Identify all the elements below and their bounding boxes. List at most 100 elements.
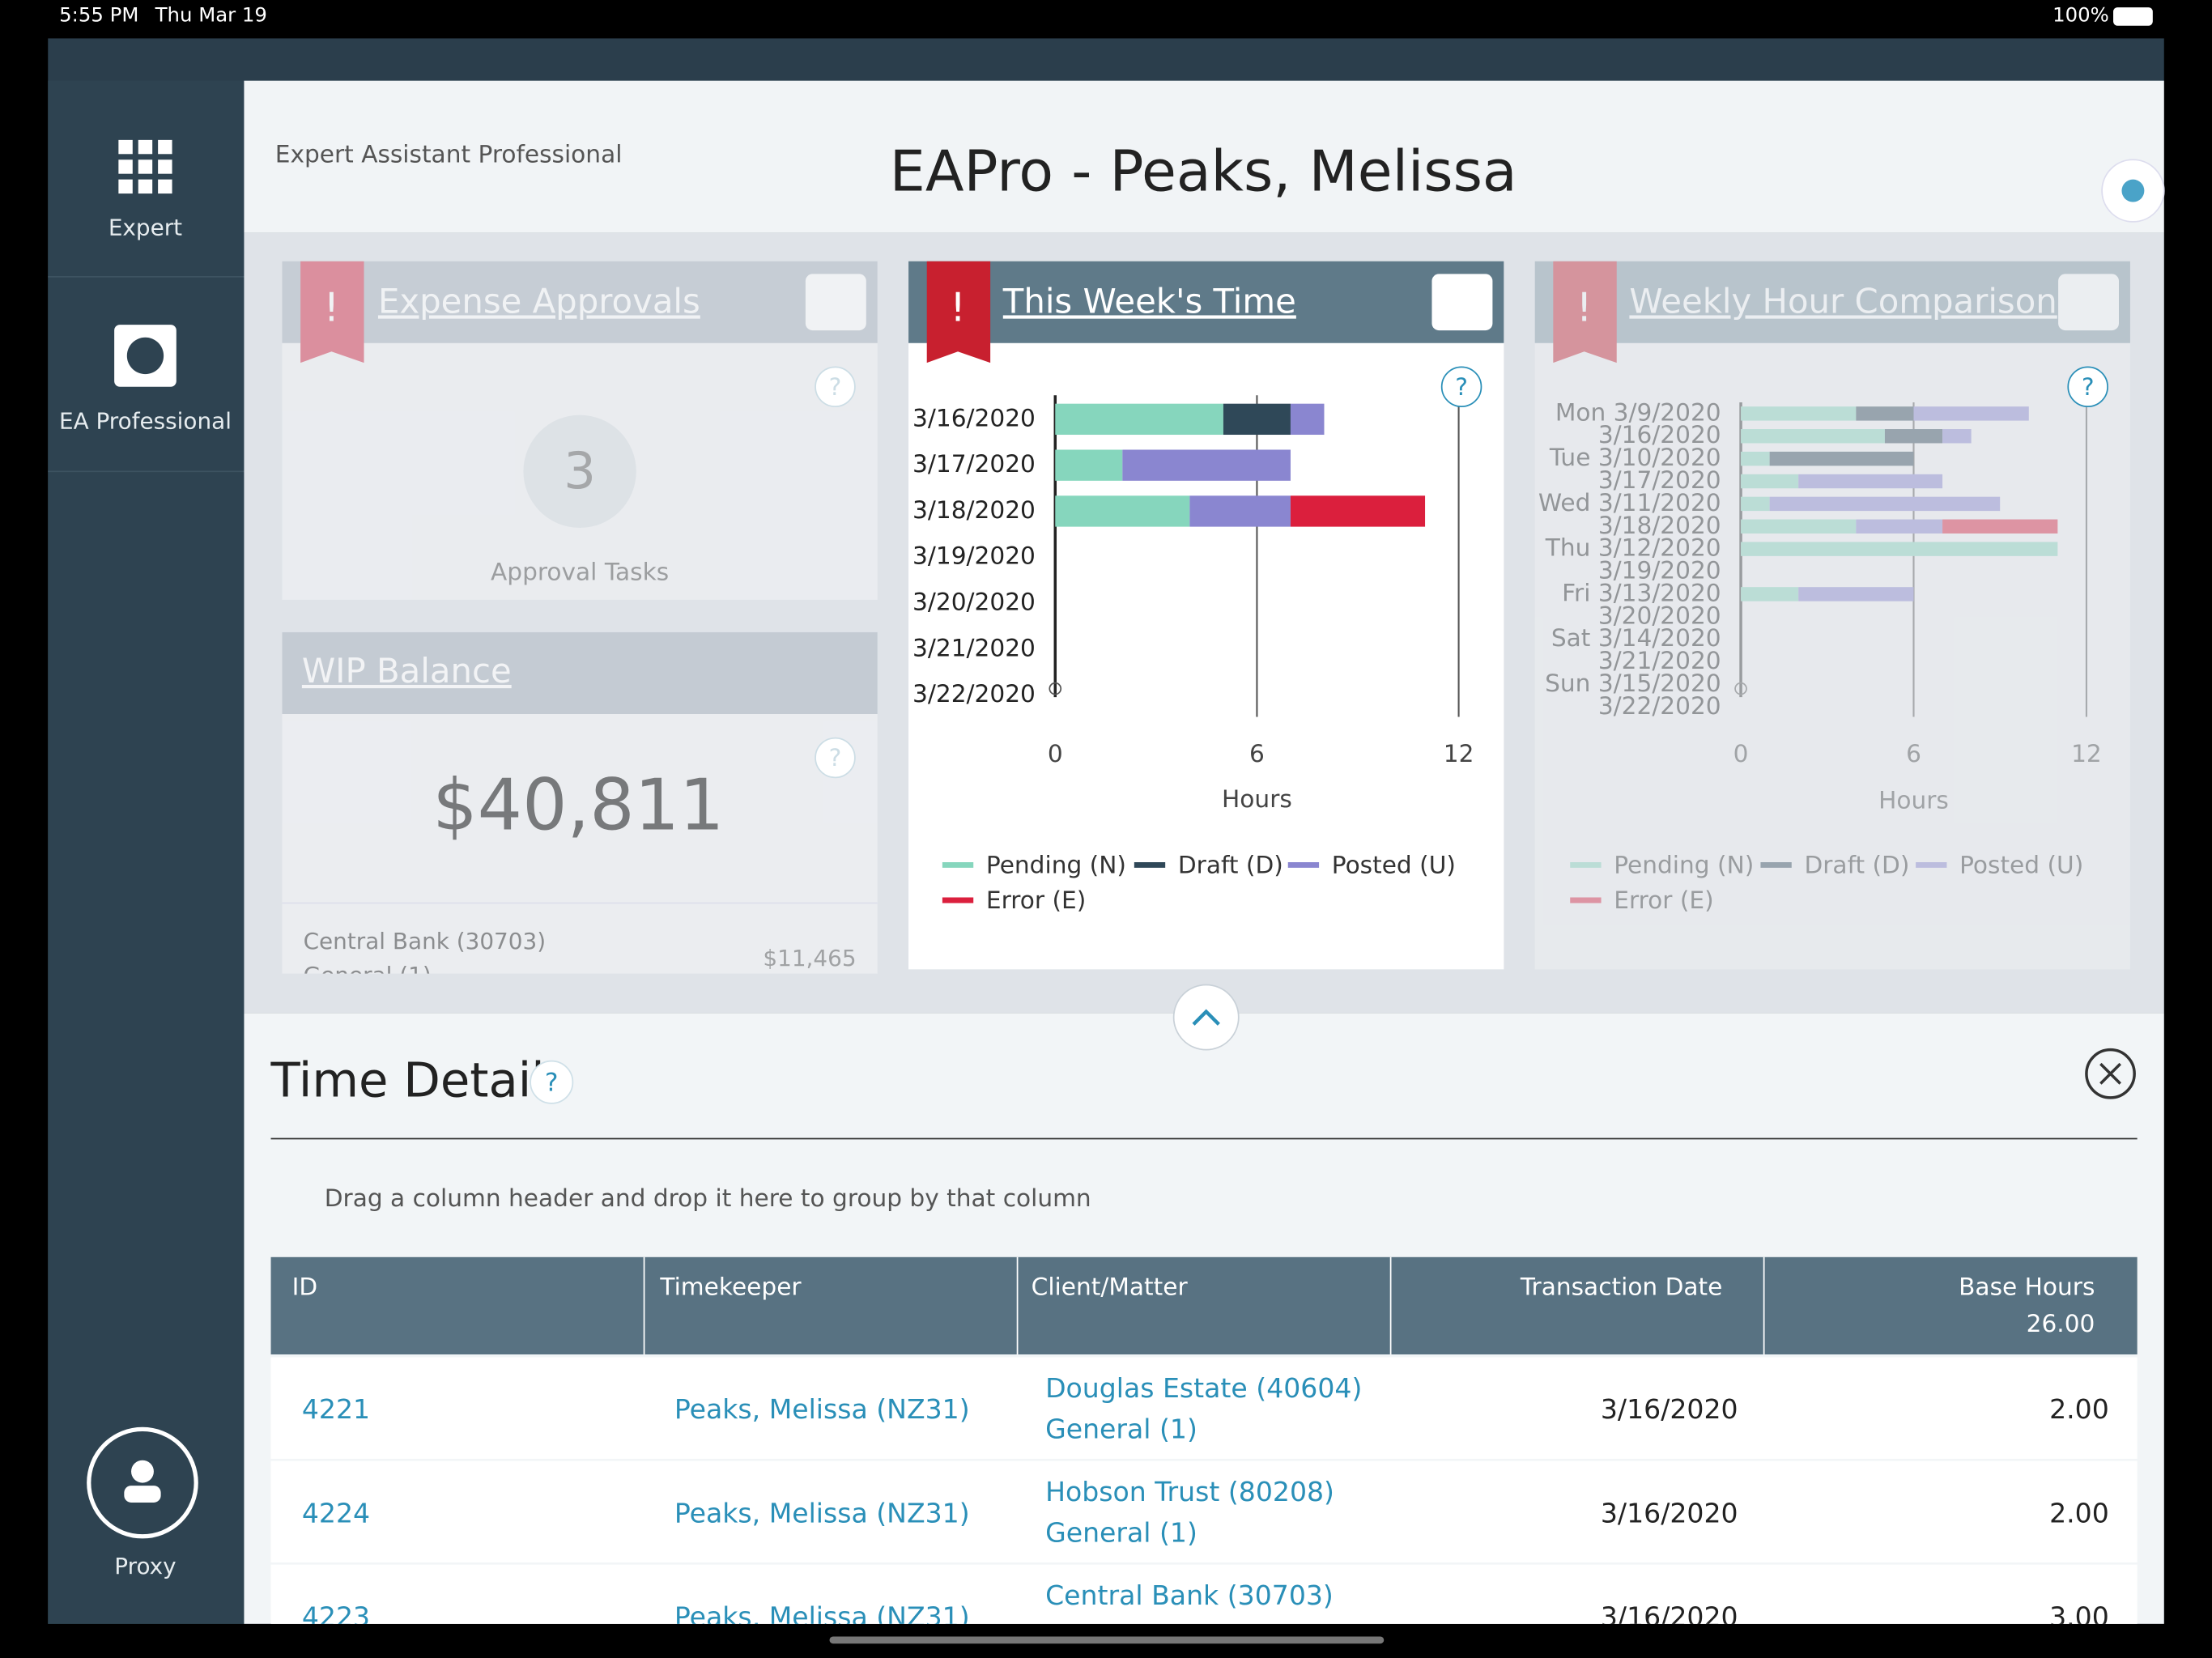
legend-label: Pending (N) — [986, 852, 1126, 879]
proxy-icon — [124, 1486, 161, 1503]
x-axis-label: Hours — [1222, 785, 1292, 813]
card-title[interactable]: WIP Balance — [302, 651, 512, 691]
axis-end — [1049, 682, 1062, 695]
weekly-comparison-card: ! Weekly Hour Comparison 0 6 12 Hours Mon 3/… — [1534, 261, 2130, 970]
table-cell[interactable]: 4221 — [302, 1393, 370, 1425]
sidebar-item[interactable]: EA Professional — [59, 407, 232, 434]
x-axis-label: Hours — [1878, 787, 1949, 814]
count-badge — [523, 414, 636, 529]
client-matter[interactable]: General (1) — [1045, 1517, 1197, 1549]
card — [908, 261, 1504, 970]
legend-label: Error (E) — [986, 886, 1086, 914]
bar-segment — [1122, 449, 1291, 481]
y-tick-label: Sat 3/14/2020 — [1551, 624, 1721, 652]
y-tick-label: Fri 3/13/2020 — [1562, 579, 1721, 606]
legend-label: Draft (D) — [1804, 852, 1909, 879]
column-header[interactable]: ID — [292, 1273, 318, 1301]
close-button[interactable] — [2085, 1048, 2136, 1099]
help-button[interactable] — [815, 366, 856, 408]
y-tick-label: 3/17/2020 — [1598, 466, 1721, 494]
help-button[interactable] — [530, 1060, 574, 1104]
table-cell[interactable]: 4223 — [302, 1601, 370, 1632]
help-icon: ? — [829, 373, 842, 401]
table-cell[interactable]: Peaks, Melissa (NZ31) — [674, 1393, 970, 1425]
y-tick-label: 3/19/2020 — [1598, 557, 1721, 585]
table-cell[interactable]: Peaks, Melissa (NZ31) — [674, 1601, 970, 1632]
status-battery: 100% — [2052, 3, 2109, 27]
bar-segment — [1884, 429, 1943, 444]
proxy-label[interactable]: Proxy — [114, 1553, 176, 1579]
client-matter[interactable]: General (1) — [1045, 1621, 1197, 1652]
alert-icon: ! — [950, 285, 966, 331]
proxy-button[interactable] — [87, 1426, 198, 1539]
card-header — [908, 261, 1504, 343]
bar-segment — [1055, 403, 1223, 436]
bar-segment — [1741, 519, 1857, 534]
card-header — [282, 631, 878, 714]
y-tick-label: Mon 3/9/2020 — [1555, 398, 1721, 426]
table-cell: 3.00 — [2049, 1601, 2109, 1632]
y-tick-label: Tue 3/10/2020 — [1549, 444, 1721, 471]
status-time: 5:55 PM — [59, 3, 138, 27]
card-header — [1534, 261, 2130, 343]
collapse-button[interactable] — [1172, 984, 1240, 1051]
column-header[interactable]: Transaction Date — [1520, 1273, 1723, 1301]
table-row — [270, 1357, 2138, 1459]
bar-segment — [1290, 403, 1325, 436]
bar-segment — [1856, 519, 1943, 534]
x-tick-label: 6 — [1249, 740, 1265, 767]
y-tick-label: Sun 3/15/2020 — [1545, 670, 1721, 697]
bar-segment — [1741, 496, 1770, 512]
expand-button[interactable] — [2058, 274, 2120, 331]
card-title[interactable]: Expense Approvals — [378, 281, 700, 321]
collapse-icon — [1192, 1009, 1220, 1026]
client-matter[interactable]: Douglas Estate (40604) — [1045, 1372, 1362, 1404]
approval-count: 3 — [564, 441, 596, 500]
column-header[interactable]: Timekeeper — [659, 1273, 802, 1301]
alert-icon: ! — [324, 285, 340, 331]
bar-segment — [1223, 403, 1291, 436]
table-cell: 2.00 — [2049, 1393, 2109, 1425]
help-icon: ? — [545, 1068, 559, 1097]
column-header[interactable]: Client/Matter — [1032, 1273, 1189, 1301]
header — [244, 80, 2164, 233]
group-hint: Drag a column header and drop it here to… — [325, 1184, 1091, 1212]
expand-button[interactable] — [805, 274, 866, 331]
x-tick-label: 12 — [2071, 740, 2102, 767]
x-tick-label: 12 — [1444, 740, 1474, 767]
bar-segment — [1741, 542, 2058, 556]
ea-icon-mark — [126, 337, 164, 375]
y-tick-label: 3/18/2020 — [1598, 512, 1721, 539]
app-subtitle: Expert Assistant Professional — [275, 141, 623, 168]
card-title[interactable]: This Week's Time — [1002, 281, 1296, 321]
expert-icon[interactable] — [118, 139, 172, 194]
table-cell[interactable]: 4224 — [302, 1497, 370, 1528]
help-button[interactable] — [815, 737, 856, 779]
client-matter[interactable]: General (1) — [1045, 1414, 1197, 1445]
bar-segment — [1741, 406, 1857, 421]
bar-segment — [1741, 587, 1799, 602]
y-tick-label: 3/22/2020 — [912, 680, 1036, 708]
table-body: 4221 Peaks, Melissa (NZ31) Douglas Estate … — [270, 1357, 2138, 1652]
wip-client-amount: $11,465 — [763, 945, 856, 971]
client-matter[interactable]: Central Bank (30703) — [1045, 1579, 1334, 1611]
bar-segment — [1290, 495, 1426, 527]
y-tick-label: 3/22/2020 — [1598, 692, 1721, 720]
column-header[interactable]: Base Hours — [1959, 1273, 2095, 1301]
bar-segment — [1741, 474, 1799, 489]
bar-segment — [1942, 519, 2058, 534]
y-tick-label: 3/21/2020 — [1598, 647, 1721, 674]
help-icon: ? — [1455, 373, 1468, 401]
sidebar-item[interactable]: Expert — [108, 215, 182, 241]
table-cell[interactable]: Peaks, Melissa (NZ31) — [674, 1497, 970, 1528]
bar-segment — [1942, 429, 1972, 444]
bar-segment — [1798, 587, 1914, 602]
card-title[interactable]: Weekly Hour Comparison — [1629, 281, 2057, 321]
card — [1534, 261, 2130, 970]
x-tick-label: 6 — [1906, 740, 1921, 767]
help-button[interactable] — [2067, 366, 2108, 408]
client-matter[interactable]: Hobson Trust (80208) — [1045, 1476, 1334, 1507]
help-button[interactable] — [1440, 366, 1482, 408]
table-cell: 3/16/2020 — [1601, 1393, 1738, 1425]
expand-button[interactable] — [1431, 274, 1493, 331]
